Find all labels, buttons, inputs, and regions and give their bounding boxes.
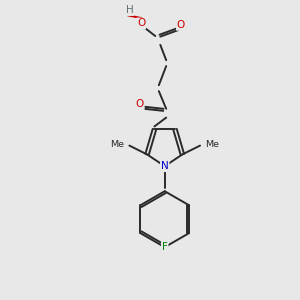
Text: O: O [136, 99, 144, 110]
Text: O: O [177, 20, 185, 30]
Text: H: H [125, 5, 133, 15]
Text: F: F [162, 242, 168, 252]
Text: N: N [161, 161, 169, 171]
Text: Me: Me [205, 140, 219, 148]
Text: O: O [137, 18, 145, 28]
Text: Me: Me [110, 140, 124, 148]
